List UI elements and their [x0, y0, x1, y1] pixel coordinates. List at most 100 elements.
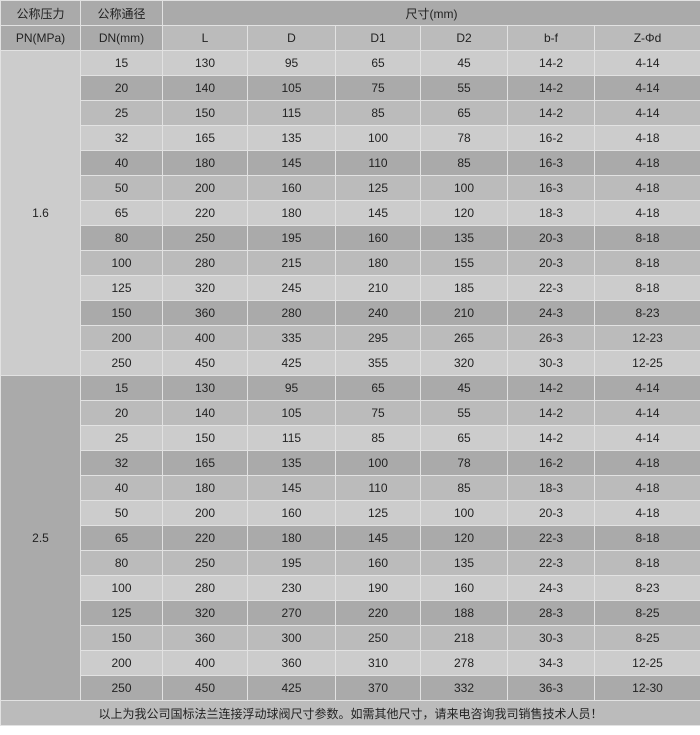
dimension-cell: 36-3	[507, 675, 595, 701]
dimension-cell: 26-3	[507, 325, 595, 351]
dimension-cell: 218	[420, 625, 508, 651]
dn-cell: 65	[80, 525, 163, 551]
dimension-cell: 22-3	[507, 525, 595, 551]
dimension-cell: 4-14	[593, 75, 700, 101]
footer-note: 以上为我公司国标法兰连接浮动球阀尺寸参数。如需其他尺寸，请来电咨询我司销售技术人…	[0, 700, 700, 726]
dimension-cell: 20-3	[507, 225, 595, 251]
table-row: 65 220 180 145 120 18-3 4-18	[1, 200, 700, 226]
dimension-cell: 14-2	[507, 50, 595, 76]
table-row: 20 140 105 75 55 14-2 4-14	[1, 75, 700, 101]
dimension-cell: 160	[420, 575, 508, 601]
table-row: 80 250 195 160 135 20-3 8-18	[1, 225, 700, 251]
dimension-cell: 22-3	[507, 550, 595, 576]
dn-cell: 32	[80, 125, 163, 151]
dimension-cell: 250	[162, 225, 248, 251]
dimension-cell: 28-3	[507, 600, 595, 626]
dimension-cell: 195	[247, 550, 336, 576]
dimension-cell: 120	[420, 525, 508, 551]
dimension-cell: 160	[335, 225, 421, 251]
dimension-cell: 16-3	[507, 175, 595, 201]
dn-cell: 125	[80, 275, 163, 301]
dimension-cell: 180	[162, 475, 248, 501]
dn-cell: 25	[80, 425, 163, 451]
dimension-cell: 220	[162, 200, 248, 226]
table-row: 250 450 425 370 332 36-3 12-30	[1, 675, 700, 701]
dimension-cell: 265	[420, 325, 508, 351]
dimension-cell: 400	[162, 325, 248, 351]
dimension-cell: 145	[335, 525, 421, 551]
dimension-cell: 230	[247, 575, 336, 601]
dimension-cell: 14-2	[507, 75, 595, 101]
dimension-cell: 125	[335, 175, 421, 201]
dimension-cell: 135	[420, 550, 508, 576]
dimension-cell: 4-18	[593, 150, 700, 176]
dimension-cell: 75	[335, 400, 421, 426]
table-row: 80 250 195 160 135 22-3 8-18	[1, 550, 700, 576]
table-row: 100 280 215 180 155 20-3 8-18	[1, 250, 700, 276]
dimension-cell: 270	[247, 600, 336, 626]
header-dimensions: 尺寸(mm)	[161, 0, 700, 26]
dimension-cell: 140	[162, 400, 248, 426]
dimension-cell: 78	[420, 125, 508, 151]
dimension-cell: 4-18	[593, 475, 700, 501]
dimension-cell: 335	[247, 325, 336, 351]
dn-cell: 100	[80, 250, 163, 276]
dimension-cell: 250	[335, 625, 421, 651]
dimension-cell: 8-18	[593, 225, 700, 251]
dimension-cell: 100	[420, 175, 508, 201]
dimension-cell: 220	[335, 600, 421, 626]
dimension-cell: 320	[420, 350, 508, 376]
dimension-cell: 280	[162, 250, 248, 276]
dn-cell: 200	[80, 650, 163, 676]
dn-cell: 200	[80, 325, 163, 351]
dimension-cell: 4-18	[593, 125, 700, 151]
dimension-cell: 220	[162, 525, 248, 551]
dimension-cell: 160	[247, 175, 336, 201]
header-pn-1: 公称压力	[0, 0, 81, 26]
dimension-cell: 8-18	[593, 525, 700, 551]
dn-cell: 100	[80, 575, 163, 601]
dn-cell: 50	[80, 500, 163, 526]
dimension-cell: 210	[420, 300, 508, 326]
dimension-cell: 8-23	[593, 575, 700, 601]
dimension-cell: 4-14	[593, 50, 700, 76]
dimension-cell: 85	[335, 425, 421, 451]
table-row: 125 320 270 220 188 28-3 8-25	[1, 600, 700, 626]
dimension-cell: 105	[247, 400, 336, 426]
table-row: 100 280 230 190 160 24-3 8-23	[1, 575, 700, 601]
dimension-cell: 280	[247, 300, 336, 326]
dimension-cell: 360	[247, 650, 336, 676]
dimension-cell: 360	[162, 625, 248, 651]
dimension-cell: 115	[247, 425, 336, 451]
dimension-cell: 12-23	[593, 325, 700, 351]
dimension-cell: 8-18	[593, 250, 700, 276]
table-body: 1.6 15 130 95 65 45 14-2 4-14 20 140 105 75 55 14-2 4-…	[0, 50, 700, 701]
dimension-cell: 4-14	[593, 400, 700, 426]
dimension-cell: 180	[162, 150, 248, 176]
dimension-cell: 95	[247, 50, 336, 76]
dimension-cell: 360	[162, 300, 248, 326]
dimension-cell: 18-3	[507, 200, 595, 226]
header-pn-2: PN(MPa)	[0, 25, 81, 51]
pressure-cell: 1.6	[0, 50, 81, 376]
dimension-cell: 145	[247, 475, 336, 501]
dimension-cell: 180	[247, 525, 336, 551]
dimension-cell: 215	[247, 250, 336, 276]
dimension-cell: 85	[420, 475, 508, 501]
table-row: 65 220 180 145 120 22-3 8-18	[1, 525, 700, 551]
dimension-cell: 100	[335, 450, 421, 476]
table-row: 20 140 105 75 55 14-2 4-14	[1, 400, 700, 426]
dimension-cell: 16-2	[507, 450, 595, 476]
dimension-cell: 120	[420, 200, 508, 226]
table-row: 250 450 425 355 320 30-3 12-25	[1, 350, 700, 376]
dimension-cell: 110	[335, 150, 421, 176]
dimension-cell: 100	[335, 125, 421, 151]
header-dn-2: DN(mm)	[80, 25, 163, 51]
dimension-cell: 8-18	[593, 550, 700, 576]
dn-cell: 80	[80, 225, 163, 251]
dimension-cell: 8-25	[593, 600, 700, 626]
table-row: 32 165 135 100 78 16-2 4-18	[1, 125, 700, 151]
dimension-cell: 12-30	[593, 675, 700, 701]
dimension-cell: 150	[162, 425, 248, 451]
table-row: 125 320 245 210 185 22-3 8-18	[1, 275, 700, 301]
